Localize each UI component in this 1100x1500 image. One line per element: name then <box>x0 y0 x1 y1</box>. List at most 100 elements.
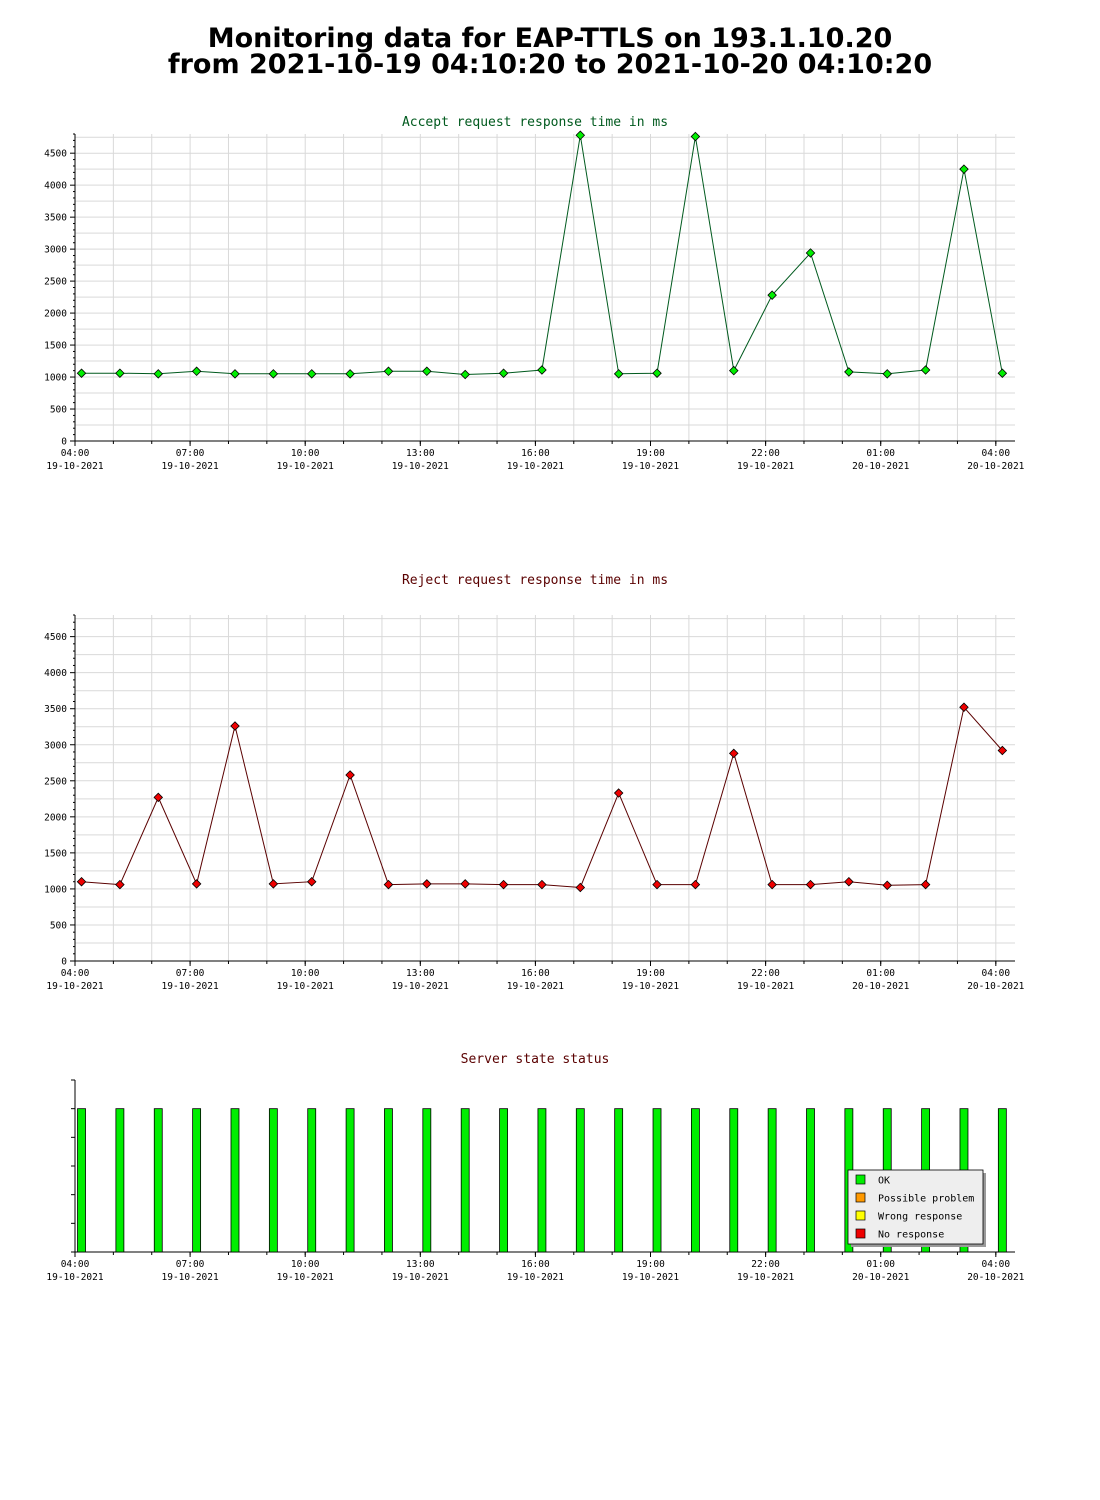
accept-response-chart: Accept request response time in ms 0 500 10… <box>44 115 1025 472</box>
data-point <box>575 882 586 893</box>
chart-title: Accept request response time in ms <box>402 115 668 130</box>
x-tick-label-time: 22:00 <box>751 448 780 459</box>
data-point <box>997 368 1008 378</box>
status-bar <box>652 1108 662 1253</box>
status-bar <box>499 1108 508 1253</box>
y-tick-label: 3500 <box>44 213 67 224</box>
page-title-line2: from 2021-10-19 04:10:20 to 2021-10-20 0… <box>167 49 933 80</box>
x-tick-label-date: 19-10-2021 <box>46 981 103 992</box>
status-bar <box>691 1108 700 1253</box>
x-tick-label-date: 20-10-2021 <box>967 461 1024 472</box>
chart-title: Reject request response time in ms <box>402 573 668 588</box>
x-tick-label-time: 13:00 <box>406 968 435 979</box>
x-tick-label-time: 10:00 <box>291 448 320 459</box>
data-point <box>460 879 470 889</box>
x-tick-label-time: 19:00 <box>636 968 665 979</box>
status-bar <box>767 1108 777 1253</box>
y-tick-label: 3000 <box>44 740 67 751</box>
x-tick-label-time: 19:00 <box>636 1259 665 1270</box>
status-bar <box>307 1108 317 1253</box>
data-point <box>191 366 202 377</box>
data-point <box>153 792 164 803</box>
data-point <box>230 369 240 379</box>
x-tick-label-date: 19-10-2021 <box>46 461 103 472</box>
status-bar <box>806 1108 815 1253</box>
y-tick-label: 500 <box>50 405 67 416</box>
status-bar <box>384 1108 393 1253</box>
data-point <box>345 770 355 780</box>
x-tick-label-time: 19:00 <box>636 448 665 459</box>
x-tick-label-time: 10:00 <box>291 1259 320 1270</box>
legend-label: No response <box>878 1230 944 1241</box>
status-bar <box>192 1108 202 1253</box>
x-tick-label-time: 04:00 <box>61 448 90 459</box>
x-tick-label-date: 19-10-2021 <box>622 461 679 472</box>
data-point <box>652 879 662 890</box>
status-bar <box>997 1108 1007 1253</box>
y-tick-label: 3000 <box>44 245 67 256</box>
y-tick-label: 4500 <box>44 632 67 643</box>
legend-box <box>847 1169 984 1245</box>
status-bar <box>537 1108 547 1253</box>
data-point <box>191 879 202 889</box>
x-tick-label-time: 22:00 <box>751 968 780 979</box>
x-tick-label-date: 19-10-2021 <box>277 461 334 472</box>
x-tick-label-date: 19-10-2021 <box>622 981 679 992</box>
data-point <box>729 748 739 759</box>
x-tick-label-time: 10:00 <box>291 968 320 979</box>
x-tick-label-date: 20-10-2021 <box>967 981 1024 992</box>
x-tick-label-date: 19-10-2021 <box>737 1272 794 1283</box>
data-point <box>729 365 739 376</box>
x-tick-label-date: 19-10-2021 <box>162 981 219 992</box>
data-point <box>230 721 240 731</box>
data-point <box>268 879 279 889</box>
y-tick-label: 4000 <box>44 181 67 192</box>
status-bar <box>614 1108 624 1253</box>
status-bar <box>345 1108 355 1253</box>
series-line <box>81 135 1003 376</box>
status-bar <box>268 1108 278 1253</box>
x-tick-label-time: 13:00 <box>406 448 435 459</box>
data-point <box>613 788 624 798</box>
x-tick-label-date: 19-10-2021 <box>392 1272 449 1283</box>
legend-label: OK <box>878 1176 890 1187</box>
data-point <box>767 879 777 890</box>
data-point <box>690 131 701 142</box>
status-bar <box>575 1108 585 1253</box>
x-tick-label-date: 19-10-2021 <box>392 981 449 992</box>
x-tick-label-date: 19-10-2021 <box>507 981 564 992</box>
data-point <box>76 876 87 887</box>
x-tick-label-date: 19-10-2021 <box>737 461 794 472</box>
legend-swatch <box>855 1192 866 1203</box>
x-tick-label-time: 07:00 <box>176 448 205 459</box>
y-tick-label: 2000 <box>44 309 67 320</box>
legend-swatch <box>855 1210 866 1221</box>
y-tick-label: 0 <box>61 957 67 968</box>
data-point <box>498 368 509 378</box>
status-bar <box>460 1108 470 1253</box>
data-point <box>115 879 125 890</box>
data-point <box>844 367 854 377</box>
y-tick-label: 3500 <box>44 704 67 715</box>
status-bar <box>230 1108 240 1253</box>
x-tick-label-time: 01:00 <box>866 968 895 979</box>
chart-title: Server state status <box>461 1052 610 1067</box>
status-bar <box>729 1108 739 1253</box>
data-point <box>767 290 777 300</box>
status-bar <box>77 1108 86 1253</box>
x-tick-label-time: 04:00 <box>982 448 1011 459</box>
x-tick-label-date: 20-10-2021 <box>852 1272 909 1283</box>
x-tick-label-date: 19-10-2021 <box>737 981 794 992</box>
data-point <box>383 366 394 377</box>
data-point <box>805 879 816 890</box>
x-tick-label-date: 19-10-2021 <box>277 981 334 992</box>
data-point <box>537 879 547 890</box>
x-tick-label-date: 19-10-2021 <box>622 1272 679 1283</box>
x-tick-label-time: 04:00 <box>61 968 90 979</box>
legend-label: Possible problem <box>878 1194 974 1205</box>
x-tick-label-time: 07:00 <box>176 968 205 979</box>
x-tick-label-date: 19-10-2021 <box>162 461 219 472</box>
y-tick-label: 2500 <box>44 277 67 288</box>
data-point <box>268 369 279 379</box>
x-tick-label-time: 04:00 <box>982 1259 1011 1270</box>
